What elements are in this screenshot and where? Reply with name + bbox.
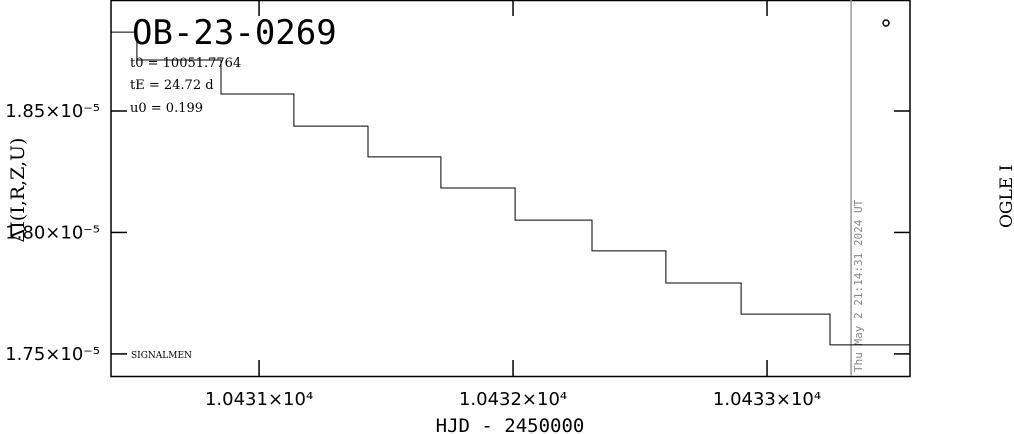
y-tick-label: 1.85×10⁻⁵ <box>5 101 100 122</box>
y-tick-label: 1.75×10⁻⁵ <box>5 344 100 365</box>
footer: SIGNALMEN <box>131 351 192 361</box>
annotation: tE = 24.72 d <box>130 78 214 93</box>
annotation: t0 = 10051.7764 <box>130 56 241 71</box>
chart-title: OB-23-0269 <box>132 13 337 53</box>
x-tick-label: 1.0432×10⁴ <box>459 389 567 410</box>
y-tick-label: 1.80×10⁻⁵ <box>5 222 100 243</box>
timestamp: Thu May 2 21:14:31 2024 UT <box>852 199 865 372</box>
marker <box>882 19 890 27</box>
y-axis-label: ΔI(I,R,Z,U) <box>7 138 29 243</box>
annotation: u0 = 0.199 <box>130 101 203 116</box>
x-tick-label: 1.0433×10⁴ <box>713 389 821 410</box>
x-tick-label: 1.0431×10⁴ <box>205 389 313 410</box>
x-axis-label: HJD - 2450000 <box>436 415 585 434</box>
plot-frame <box>110 0 911 378</box>
data-line <box>111 31 910 346</box>
right-label: OGLE I <box>997 165 1014 228</box>
